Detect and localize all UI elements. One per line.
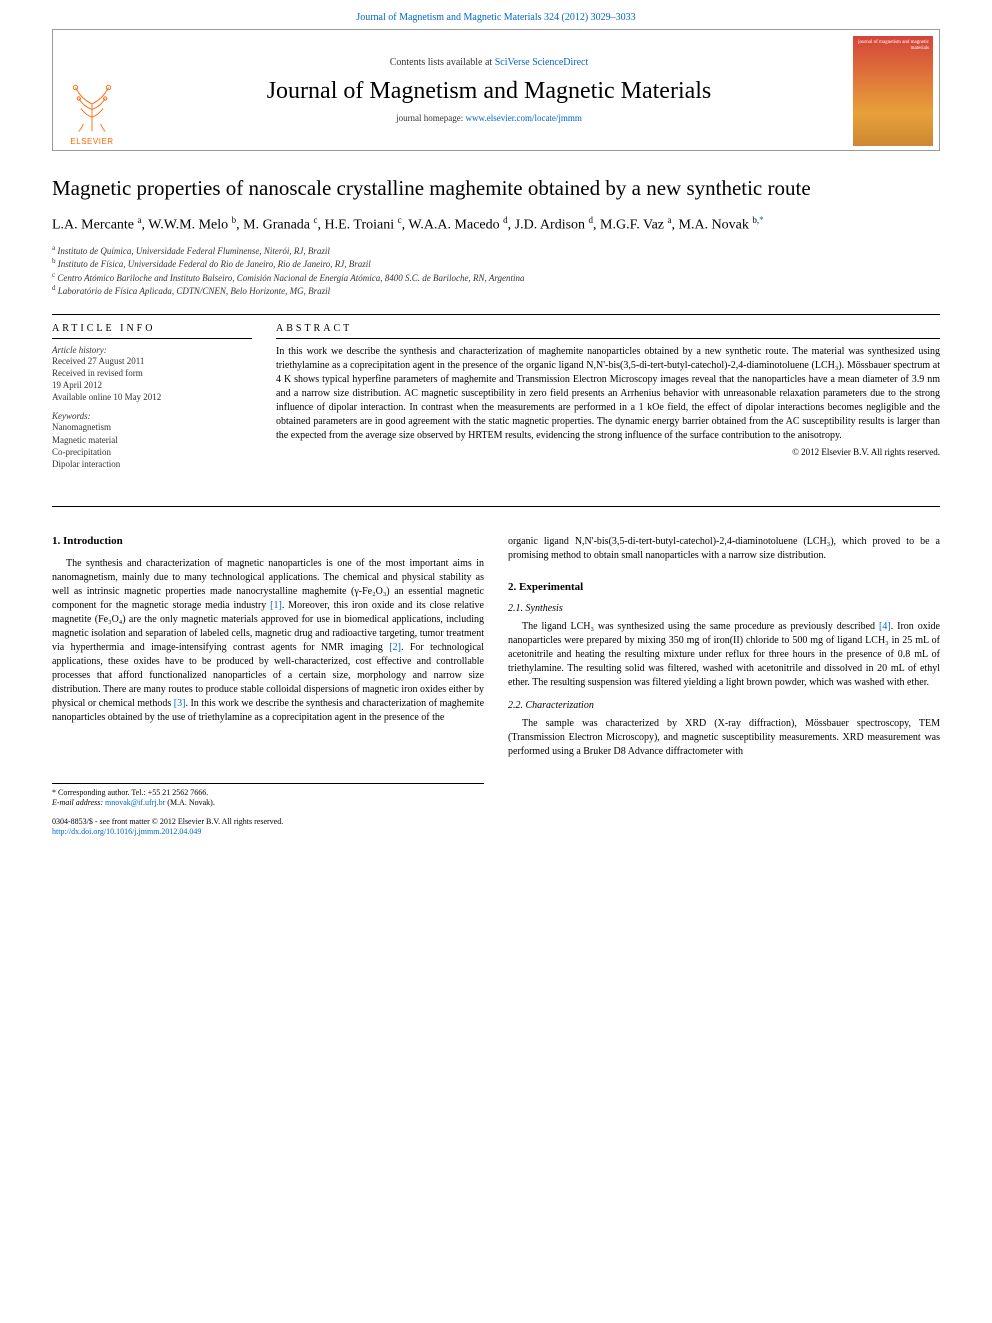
characterization-paragraph: The sample was characterized by XRD (X-r… — [508, 717, 940, 759]
email-line: E-mail address: mnovak@if.ufrj.br (M.A. … — [52, 798, 484, 808]
ref-link-3[interactable]: [3] — [174, 698, 186, 709]
header-citation-link[interactable]: Journal of Magnetism and Magnetic Materi… — [356, 12, 635, 23]
synth-text-1: The ligand LCH₃ was synthesized using th… — [522, 621, 879, 632]
synthesis-paragraph: The ligand LCH₃ was synthesized using th… — [508, 620, 940, 690]
experimental-heading: 2. Experimental — [508, 581, 940, 593]
affiliations: a Instituto de Química, Universidade Fed… — [52, 244, 940, 298]
homepage-link[interactable]: www.elsevier.com/locate/jmmm — [466, 113, 582, 123]
synthesis-heading: 2.1. Synthesis — [508, 603, 940, 614]
footer-meta: 0304-8853/$ - see front matter © 2012 El… — [52, 817, 484, 838]
affil-a: a Instituto de Química, Universidade Fed… — [52, 244, 940, 258]
issn-line: 0304-8853/$ - see front matter © 2012 El… — [52, 817, 484, 827]
email-name: (M.A. Novak). — [167, 798, 215, 807]
keywords-label: Keywords: — [52, 411, 252, 421]
homepage-line: journal homepage: www.elsevier.com/locat… — [396, 113, 582, 123]
doi-link[interactable]: http://dx.doi.org/10.1016/j.jmmm.2012.04… — [52, 827, 201, 836]
affil-d: d Laboratório de Física Aplicada, CDTN/C… — [52, 284, 940, 298]
email-link[interactable]: mnovak@if.ufrj.br — [105, 798, 165, 807]
journal-title: Journal of Magnetism and Magnetic Materi… — [267, 78, 712, 105]
affil-b: b Instituto de Física, Universidade Fede… — [52, 257, 940, 271]
contents-available: Contents lists available at SciVerse Sci… — [390, 57, 589, 68]
abstract-block: ABSTRACT In this work we describe the sy… — [276, 323, 940, 478]
characterization-heading: 2.2. Characterization — [508, 700, 940, 711]
affil-c: c Centro Atómico Bariloche and Instituto… — [52, 271, 940, 285]
body-columns: 1. Introduction The synthesis and charac… — [52, 535, 940, 838]
info-abstract-row: ARTICLE INFO Article history: Received 2… — [52, 323, 940, 478]
copyright-line: © 2012 Elsevier B.V. All rights reserved… — [276, 447, 940, 457]
ref-link-4[interactable]: [4] — [879, 621, 891, 632]
keywords-text: Nanomagnetism Magnetic material Co-preci… — [52, 421, 252, 470]
email-label: E-mail address: — [52, 798, 103, 807]
right-column: organic ligand N,N'-bis(3,5-di-tert-buty… — [508, 535, 940, 838]
intro-paragraph: The synthesis and characterization of ma… — [52, 557, 484, 725]
top-rule — [52, 314, 940, 315]
intro-continuation: organic ligand N,N'-bis(3,5-di-tert-buty… — [508, 535, 940, 563]
header-center: Contents lists available at SciVerse Sci… — [131, 30, 847, 150]
homepage-prefix: journal homepage: — [396, 113, 465, 123]
publisher-logo: ELSEVIER — [53, 30, 131, 150]
article-info-block: ARTICLE INFO Article history: Received 2… — [52, 323, 252, 478]
abstract-text: In this work we describe the synthesis a… — [276, 345, 940, 443]
author-list: L.A. Mercante a, W.W.M. Melo b, M. Grana… — [52, 214, 940, 235]
footnotes: * Corresponding author. Tel.: +55 21 256… — [52, 783, 484, 809]
abstract-heading: ABSTRACT — [276, 323, 940, 334]
contents-prefix: Contents lists available at — [390, 57, 495, 68]
abstract-rule — [276, 338, 940, 339]
ref-link-1[interactable]: [1] — [270, 600, 282, 611]
journal-header-box: ELSEVIER Contents lists available at Sci… — [52, 29, 940, 151]
sciencedirect-link[interactable]: SciVerse ScienceDirect — [495, 57, 589, 68]
corresponding-author: * Corresponding author. Tel.: +55 21 256… — [52, 788, 484, 798]
left-column: 1. Introduction The synthesis and charac… — [52, 535, 484, 838]
article-title: Magnetic properties of nanoscale crystal… — [52, 175, 940, 202]
journal-cover-thumbnail: journal of magnetism and magnetic materi… — [853, 36, 933, 146]
page-header-citation: Journal of Magnetism and Magnetic Materi… — [52, 0, 940, 29]
bottom-rule — [52, 506, 940, 507]
history-label: Article history: — [52, 345, 252, 355]
publisher-name: ELSEVIER — [70, 137, 113, 146]
info-rule — [52, 338, 252, 339]
article-info-heading: ARTICLE INFO — [52, 323, 252, 334]
ref-link-2[interactable]: [2] — [389, 642, 401, 653]
elsevier-tree-icon — [59, 71, 125, 137]
cover-label: journal of magnetism and magnetic materi… — [853, 40, 929, 51]
intro-heading: 1. Introduction — [52, 535, 484, 547]
history-text: Received 27 August 2011 Received in revi… — [52, 355, 252, 404]
